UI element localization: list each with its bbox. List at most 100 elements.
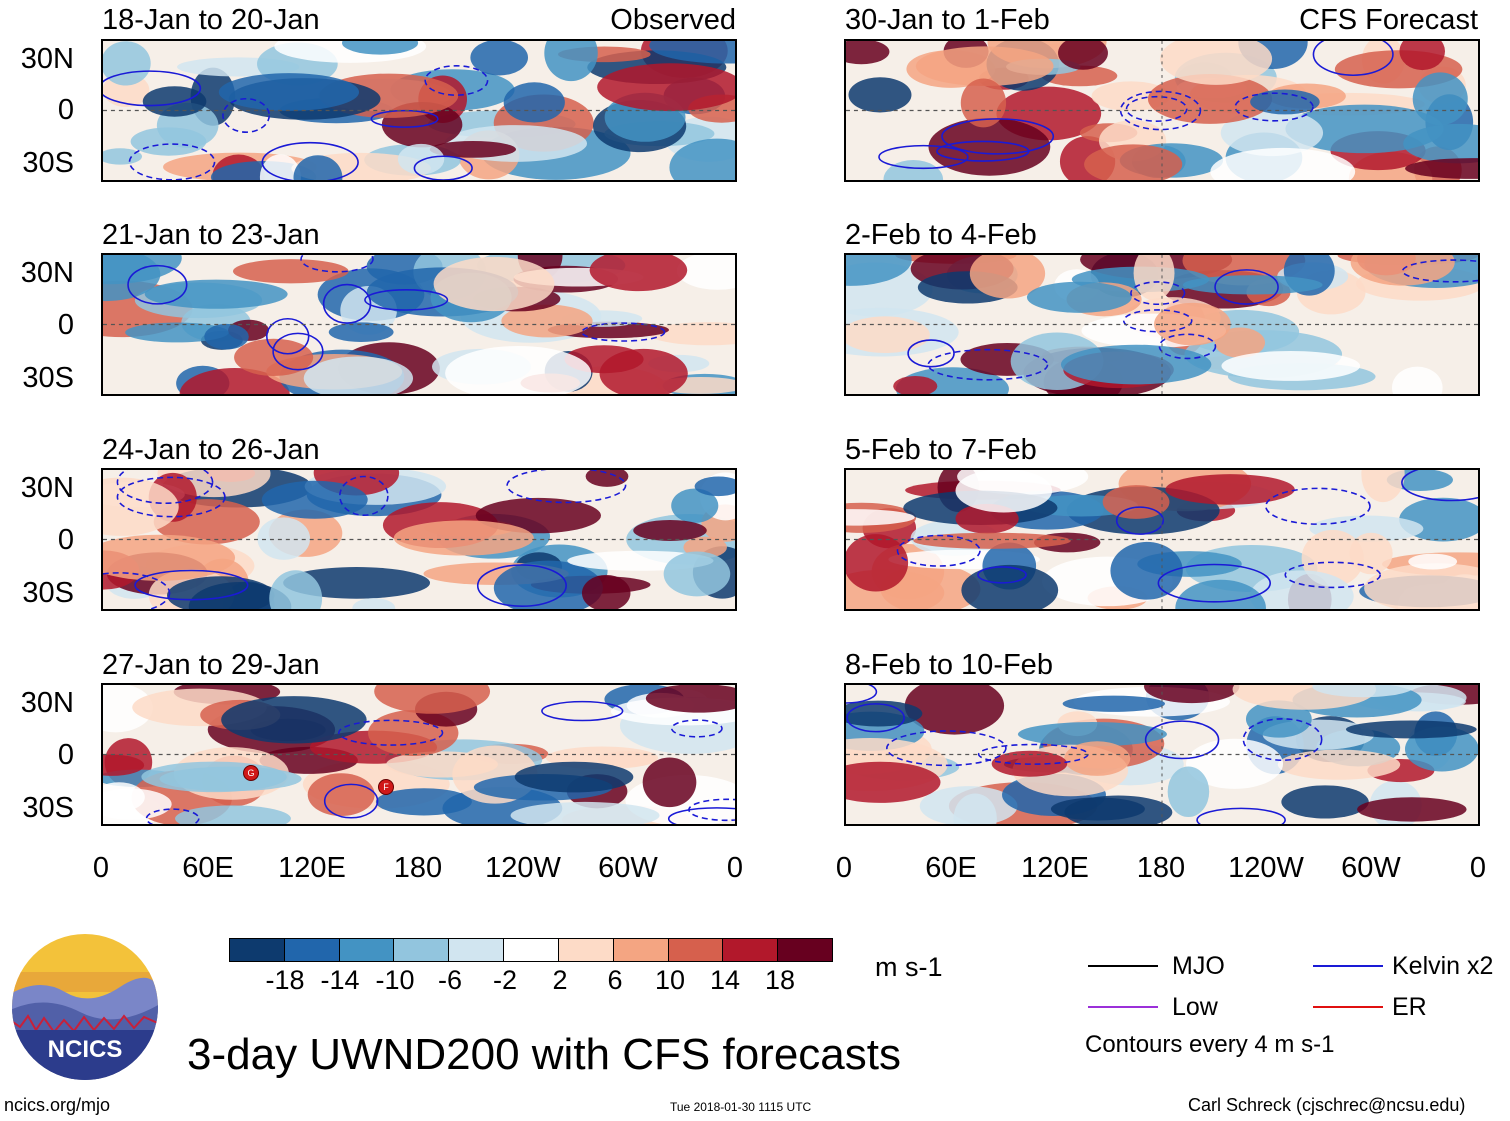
wind-anomaly-blob [1350,255,1455,286]
wind-anomaly-blob [103,754,145,776]
lon-label: 0 [726,852,744,884]
kelvin-contour [145,808,200,824]
lon-label: 60E [182,852,234,884]
kelvin-contour [1196,807,1286,824]
footer-url[interactable]: ncics.org/mjo [4,1095,111,1115]
wind-anomaly-blob [144,279,288,309]
kelvin-contour [424,65,489,96]
wind-anomaly-blob [1026,281,1132,313]
kelvin-contour [1401,470,1478,502]
wind-anomaly-blob [445,345,592,394]
wind-anomaly-blob [397,143,445,175]
kelvin-contour [1158,333,1217,360]
wind-anomaly-blob [669,138,735,180]
wind-anomaly-blob [1160,41,1273,85]
wind-anomaly-blob [103,685,153,733]
wind-anomaly-blob [846,534,909,592]
map-panel [101,683,737,826]
kelvin-contour [846,703,905,733]
kelvin-contour [886,730,1007,767]
kelvin-contour [977,566,1027,584]
kelvin-contour [541,700,624,722]
map-panel [844,253,1480,396]
lat-label: 30N [20,687,74,719]
wind-anomaly-blob [955,470,1053,513]
colorbar [229,938,833,962]
kelvin-contour [323,783,379,819]
panel-title: 8-Feb to 10-Feb [845,649,1053,681]
kelvin-contour [134,569,249,601]
map-panel [101,253,737,396]
lon-label: 60W [1341,852,1401,884]
kelvin-contour [1130,281,1186,306]
wind-anomaly-blob [218,73,360,111]
legend-label-er: ER [1392,993,1427,1021]
wind-anomaly-blob [1102,485,1170,519]
wind-anomaly-blob [663,551,731,597]
legend-label-low: Low [1172,993,1218,1021]
wind-anomaly-blob [1361,470,1405,503]
lon-label: 120W [485,852,561,884]
kelvin-contour [1265,487,1371,525]
wind-anomaly-blob [503,82,565,123]
lat-label: 30N [20,43,74,75]
kelvin-contour [1312,41,1394,76]
kelvin-contour [300,255,374,273]
kelvin-contour [506,470,627,504]
kelvin-contour [1284,561,1382,589]
wind-anomaly-blob [307,773,375,817]
wind-anomaly-blob [433,256,555,312]
wind-anomaly-blob [846,509,915,526]
colorbar-swatch [394,939,450,961]
wind-anomaly-blob [103,148,143,165]
wind-anomaly-blob [1403,123,1478,164]
wind-anomaly-blob [1133,255,1175,301]
kelvin-contour [878,144,969,170]
kelvin-contour [1115,506,1164,535]
wind-anomaly-blob [648,322,735,346]
panel-title: 30-Jan to 1-Feb [845,4,1050,36]
wind-anomaly-blob [544,41,598,82]
kelvin-contour [1242,718,1323,762]
wind-anomaly-blob [645,685,735,713]
lon-label: 120W [1228,852,1304,884]
wind-anomaly-blob [221,696,367,744]
lat-label: 0 [57,524,74,556]
wind-anomaly-blob [303,356,414,394]
wind-anomaly-blob [671,488,719,523]
wind-anomaly-blob [1147,74,1273,124]
wind-anomaly-blob [1277,749,1401,780]
wind-anomaly-blob [159,766,302,792]
wind-anomaly-blob [597,63,735,112]
kelvin-contour [338,719,444,746]
wind-anomaly-blob [175,805,291,824]
wind-anomaly-blob [1110,541,1183,600]
kelvin-contour [907,339,955,368]
kelvin-contour [116,470,214,505]
kelvin-contour [1119,90,1202,131]
wind-anomaly-blob [846,316,930,353]
wind-anomaly-blob [676,255,735,290]
wind-anomaly-blob [1182,275,1323,295]
wind-anomaly-blob [589,255,688,292]
lon-label: 180 [393,852,443,884]
storm-marker-icon: G [243,765,259,781]
legend-label-mjo: MJO [1172,952,1225,980]
lat-label: 30N [20,472,74,504]
wind-anomaly-blob [142,86,207,117]
colorbar-tick: 14 [709,965,741,995]
wind-anomaly-blob [581,574,631,609]
wind-anomaly-blob [1345,720,1477,739]
kelvin-contour [670,719,723,738]
kelvin-contour [927,348,1049,381]
wind-anomaly-blob [1144,685,1240,704]
logo-text: NCICS [48,1036,123,1063]
lon-label: 120E [1021,852,1089,884]
wind-anomaly-blob [1220,109,1324,157]
wind-anomaly-blob [1405,158,1478,179]
kelvin-contour [1234,92,1314,122]
kelvin-contour [272,332,324,371]
footer-credit: Carl Schreck (cjschrec@ncsu.edu) [1188,1095,1466,1115]
wind-anomaly-blob [969,255,1046,299]
colorbar-tick: 10 [654,965,686,995]
